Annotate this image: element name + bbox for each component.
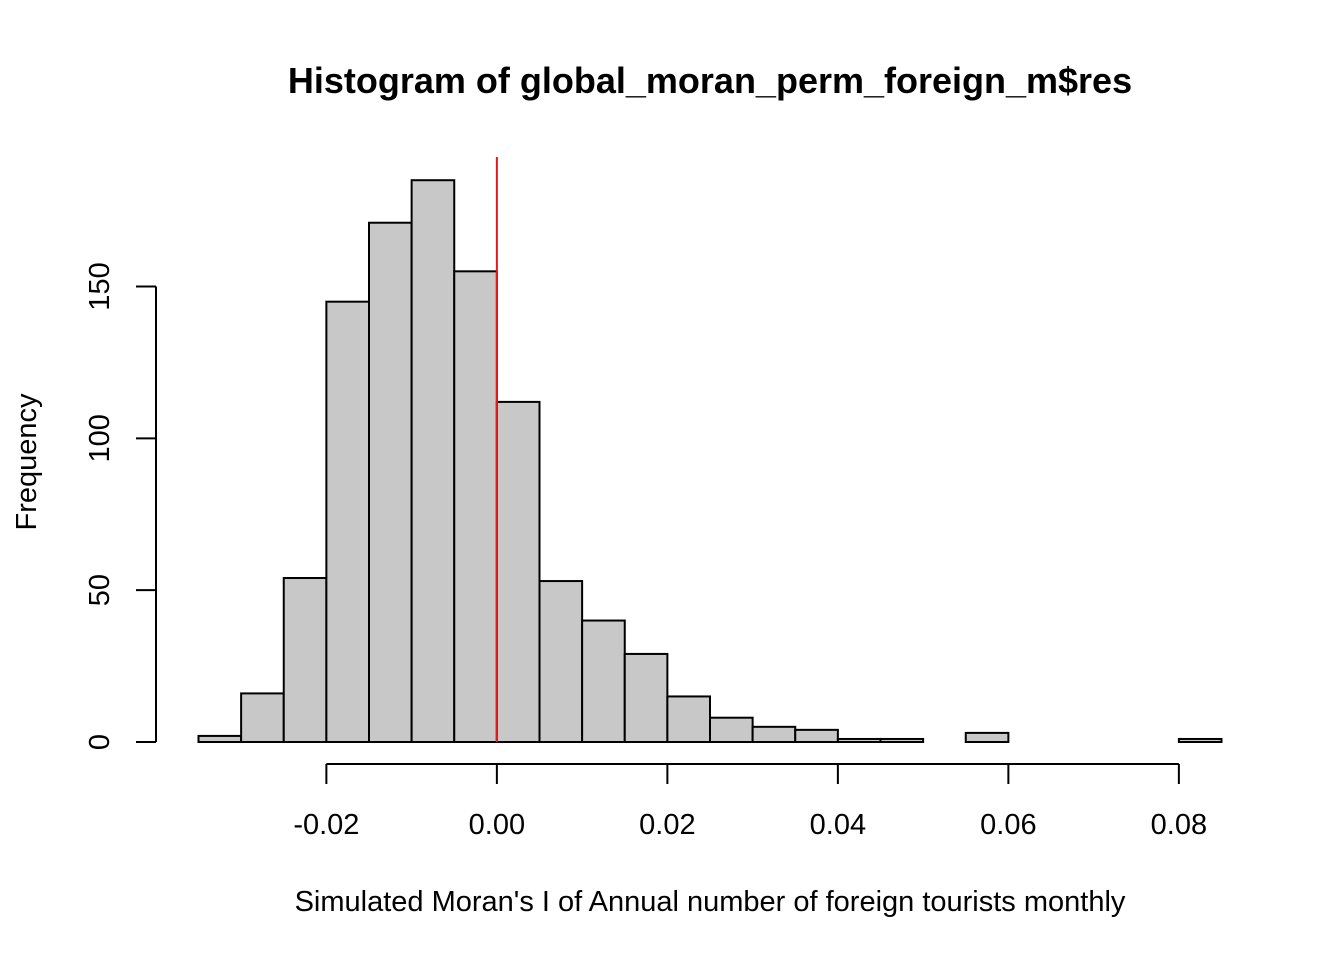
y-tick-label: 50: [84, 574, 116, 606]
x-tick-label: 0.04: [810, 809, 866, 841]
histogram-bar: [666, 695, 711, 744]
x-tick-label: 0.08: [1151, 809, 1207, 841]
y-axis-label: Frequency: [11, 393, 43, 531]
histogram-bar: [495, 400, 541, 743]
histogram-bar: [964, 731, 1010, 744]
histogram-bars: [197, 179, 1223, 744]
x-axis: -0.02 0.00 0.02 0.04 0.06 0.08: [293, 763, 1207, 841]
histogram-bar: [240, 692, 285, 743]
histogram-bar: [197, 734, 243, 744]
x-tick-label: 0.02: [639, 809, 695, 841]
x-tick-label: 0.06: [980, 809, 1036, 841]
y-tick-label: 100: [84, 414, 116, 462]
histogram-bar: [410, 179, 456, 743]
histogram-bar: [538, 580, 584, 743]
histogram-bar: [794, 728, 839, 743]
chart-title: Histogram of global_moran_perm_foreign_m…: [288, 60, 1132, 101]
histogram-bar: [1177, 737, 1223, 743]
histogram-bar: [751, 725, 797, 743]
y-tick-label: 0: [84, 734, 116, 750]
y-tick-label: 150: [84, 262, 116, 310]
y-axis: 0 50 100 150: [84, 262, 157, 750]
histogram-bar: [453, 270, 498, 743]
histogram-bar: [836, 737, 882, 743]
histogram-bar: [623, 652, 669, 743]
x-tick-label: -0.02: [293, 809, 359, 841]
histogram-bar: [282, 577, 328, 744]
histogram-bar: [709, 716, 754, 743]
histogram-bar: [368, 221, 413, 744]
histogram-bar: [325, 300, 370, 743]
x-tick-label: 0.00: [469, 809, 525, 841]
x-axis-label: Simulated Moran's I of Annual number of …: [295, 886, 1126, 918]
histogram-bar: [581, 619, 626, 743]
histogram-bar: [879, 737, 925, 743]
